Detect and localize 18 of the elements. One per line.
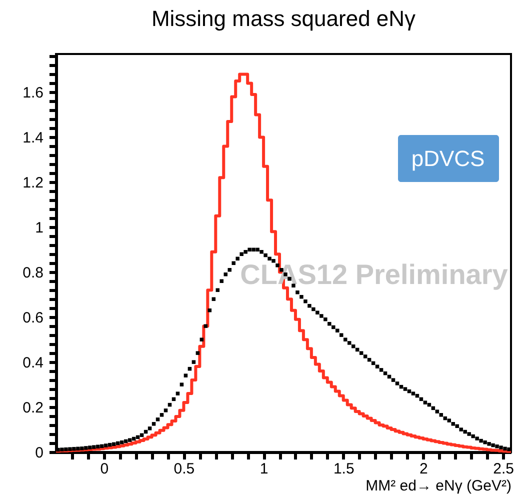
y-tick-label: 0.2 — [22, 400, 44, 417]
x-tick-label: 0.5 — [174, 460, 195, 478]
x-tick-label: 2 — [420, 460, 428, 478]
y-tick-label: 1.6 — [22, 84, 44, 102]
y-tick-label: 0.8 — [22, 264, 44, 282]
chart-title: Missing mass squared eNγ — [151, 6, 416, 32]
x-axis-title: MM² ed→ eNγ (GeV²) — [366, 478, 512, 494]
y-tick-label: 1.2 — [22, 174, 44, 192]
y-tick-label: 0.6 — [22, 310, 44, 327]
y-tick-label: 0 — [35, 444, 44, 462]
x-tick-label: 1 — [260, 460, 268, 478]
x-tick-label: 1.5 — [333, 460, 354, 478]
y-tick-label: 0.4 — [22, 354, 44, 372]
annotation: pDVCS — [411, 146, 485, 171]
x-tick-label: 2.5 — [493, 460, 514, 478]
y-tick-label: 1 — [35, 220, 44, 237]
y-tick-label: 1.4 — [22, 130, 44, 147]
x-tick-label: 0 — [100, 460, 109, 478]
